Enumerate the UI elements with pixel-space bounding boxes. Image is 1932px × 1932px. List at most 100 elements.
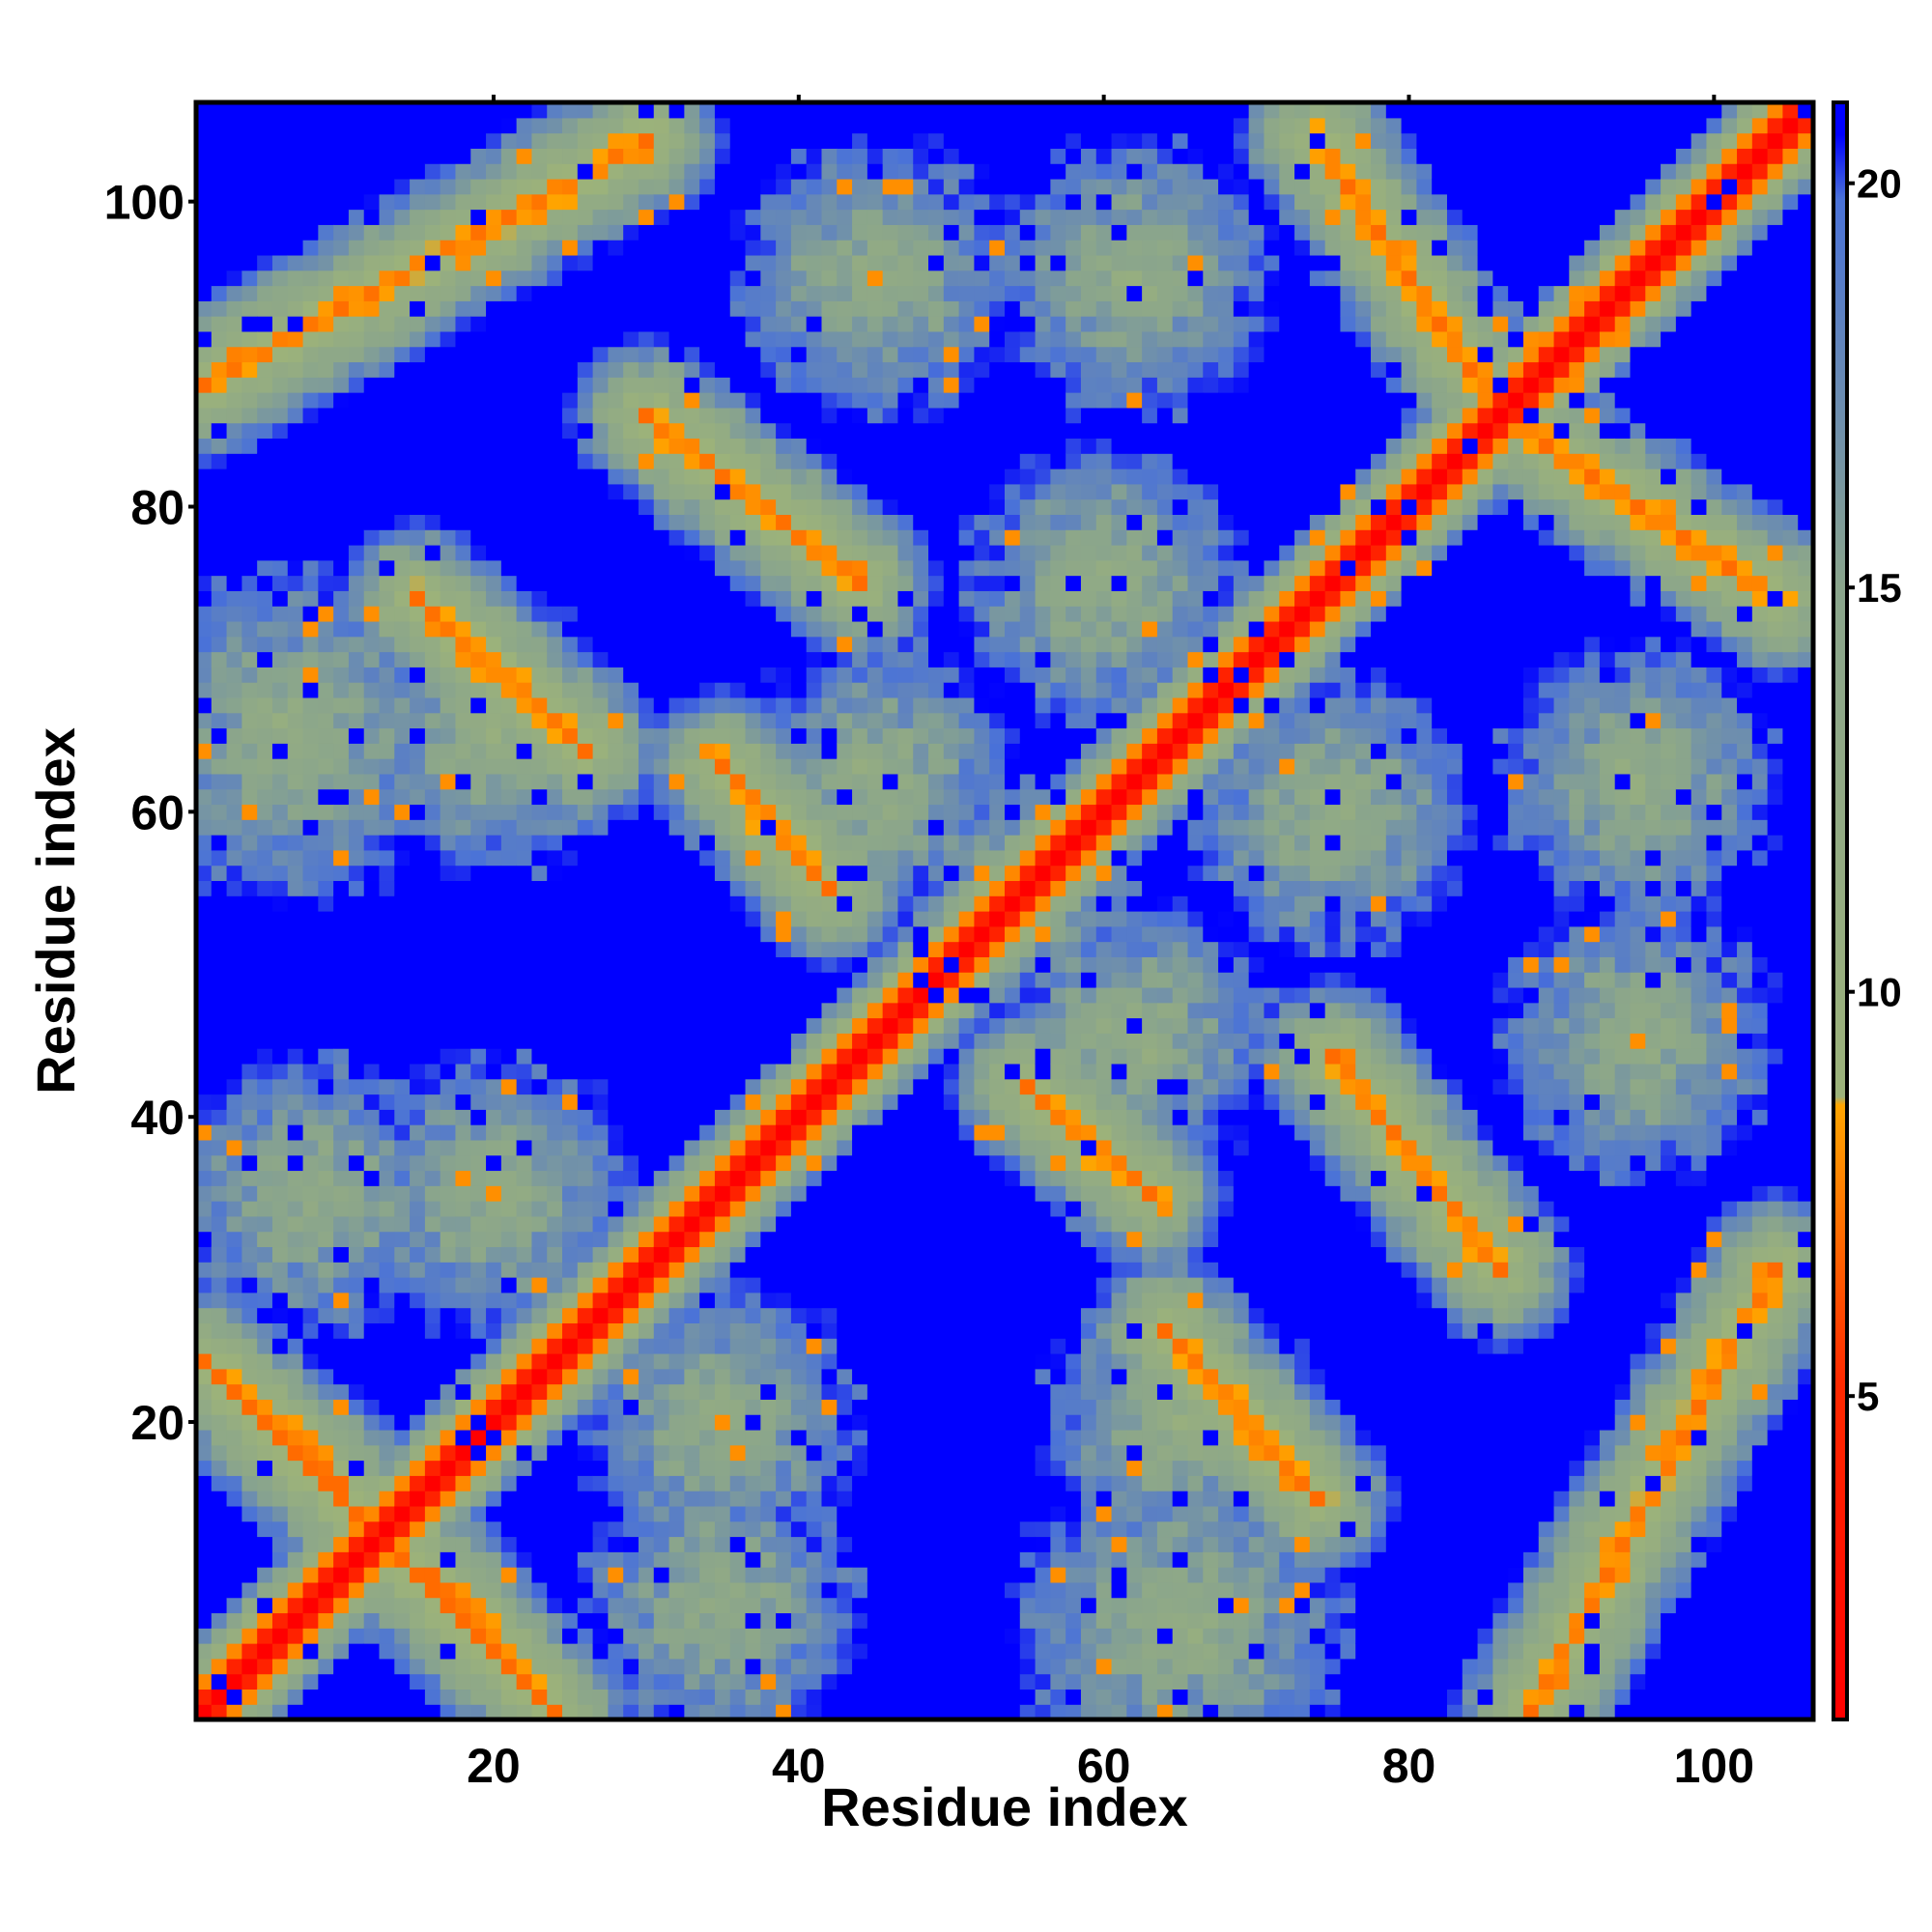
heatmap-cell: [623, 209, 639, 225]
heatmap-cell: [363, 1505, 381, 1522]
heatmap-cell: [577, 1094, 594, 1110]
heatmap-cell: [623, 1262, 639, 1278]
heatmap-cell: [668, 1246, 685, 1263]
heatmap-cell: [516, 1460, 533, 1476]
heatmap-cell: [440, 392, 457, 409]
heatmap-cell: [257, 361, 273, 378]
heatmap-cell: [363, 1673, 381, 1690]
heatmap-cell: [562, 1322, 579, 1339]
heatmap-cell: [699, 330, 716, 348]
heatmap-cell: [196, 285, 213, 301]
heatmap-cell: [668, 1460, 685, 1476]
heatmap-cell: [760, 438, 777, 454]
heatmap-cell: [729, 483, 747, 500]
heatmap-cell: [424, 590, 441, 607]
heatmap-cell: [363, 606, 381, 622]
heatmap-cell: [577, 193, 594, 211]
heatmap-cell: [776, 667, 792, 683]
heatmap-cell: [348, 1612, 365, 1629]
heatmap-cell: [867, 300, 884, 317]
heatmap-cell: [379, 377, 395, 393]
heatmap-cell: [516, 483, 533, 500]
heatmap-cell: [516, 636, 533, 653]
heatmap-cell: [729, 1139, 747, 1156]
heatmap-cell: [547, 956, 563, 973]
heatmap-cell: [882, 240, 899, 256]
heatmap-cell: [363, 1597, 381, 1614]
heatmap-cell: [699, 895, 716, 912]
heatmap-cell: [318, 911, 334, 927]
heatmap-cell: [302, 148, 319, 164]
heatmap-cell: [684, 1292, 700, 1309]
heatmap-cell: [470, 620, 487, 638]
heatmap-cell: [271, 1704, 289, 1720]
heatmap-cell: [196, 1262, 213, 1278]
heatmap-cell: [837, 1201, 853, 1217]
heatmap-cell: [242, 392, 258, 409]
heatmap-cell: [729, 1444, 747, 1462]
heatmap-cell: [837, 1505, 853, 1522]
heatmap-cell: [776, 193, 792, 211]
heatmap-cell: [638, 590, 655, 607]
heatmap-cell: [714, 1460, 731, 1476]
heatmap-cell: [242, 835, 258, 851]
heatmap-cell: [242, 1704, 258, 1720]
heatmap-cell: [348, 865, 365, 882]
heatmap-cell: [348, 804, 365, 820]
heatmap-cell: [760, 1322, 777, 1339]
heatmap-cell: [882, 1581, 899, 1599]
heatmap-cell: [776, 559, 792, 577]
heatmap-cell: [882, 1338, 899, 1354]
heatmap-cell: [318, 224, 334, 241]
heatmap-cell: [668, 1520, 685, 1538]
heatmap-cell: [379, 1460, 395, 1476]
heatmap-cell: [211, 620, 228, 638]
heatmap-cell: [379, 1154, 395, 1172]
heatmap-cell: [455, 438, 471, 454]
heatmap-cell: [562, 285, 579, 301]
heatmap-cell: [821, 330, 838, 348]
heatmap-cell: [333, 102, 350, 119]
heatmap-cell: [745, 1215, 761, 1233]
heatmap-cell: [577, 209, 594, 225]
heatmap-cell: [699, 1628, 716, 1644]
heatmap-cell: [897, 636, 914, 653]
heatmap-cell: [333, 514, 350, 530]
heatmap-cell: [897, 178, 914, 195]
heatmap-cell: [790, 1322, 808, 1339]
heatmap-cell: [837, 972, 853, 988]
heatmap-cell: [516, 712, 533, 729]
heatmap-cell: [440, 1505, 457, 1522]
heatmap-cell: [242, 743, 258, 759]
heatmap-cell: [287, 514, 304, 530]
heatmap-cell: [455, 422, 471, 440]
heatmap-cell: [531, 1383, 548, 1400]
heatmap-cell: [882, 330, 899, 348]
heatmap-cell: [547, 620, 563, 638]
heatmap-cell: [394, 895, 411, 912]
heatmap-cell: [287, 956, 304, 973]
heatmap-cell: [806, 956, 823, 973]
heatmap-cell: [592, 1017, 609, 1034]
heatmap-cell: [790, 1017, 808, 1034]
heatmap-cell: [424, 773, 441, 790]
heatmap-cell: [196, 361, 213, 378]
heatmap-cell: [394, 1612, 411, 1629]
heatmap-cell: [760, 667, 777, 683]
heatmap-cell: [653, 941, 670, 957]
heatmap-cell: [608, 1017, 624, 1034]
heatmap-cell: [271, 1520, 289, 1538]
heatmap-cell: [547, 1063, 563, 1080]
heatmap-cell: [714, 1109, 731, 1125]
heatmap-cell: [699, 972, 716, 988]
heatmap-cell: [913, 1643, 929, 1660]
heatmap-cell: [577, 651, 594, 668]
heatmap-cell: [242, 727, 258, 744]
heatmap-cell: [348, 1262, 365, 1278]
heatmap-cell: [714, 773, 731, 790]
heatmap-cell: [882, 758, 899, 775]
heatmap-cell: [455, 1475, 471, 1492]
heatmap-cell: [531, 1658, 548, 1675]
heatmap-cell: [608, 514, 624, 530]
heatmap-cell: [333, 620, 350, 638]
